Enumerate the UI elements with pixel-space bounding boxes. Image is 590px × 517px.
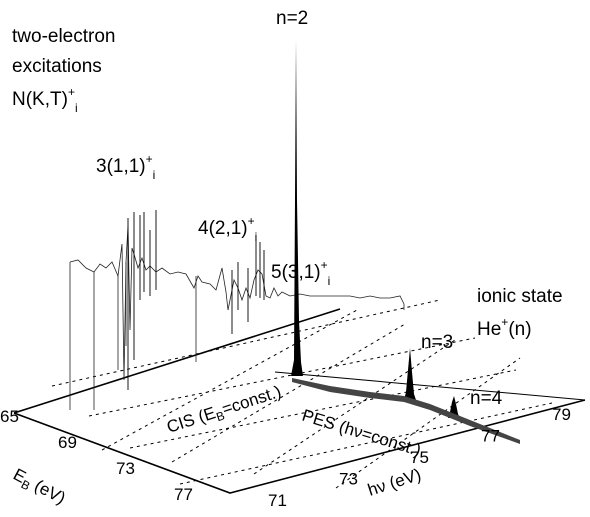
eb-tick-label: 77 [174,485,193,504]
resonance-5-label: 5(3,1)+i [271,258,330,288]
cis-spectrum [69,225,405,410]
annotations: two-electron excitations N(K,T)+i 3(1,1)… [9,8,563,511]
peak-n4-label: n=4 [470,388,503,409]
ionic-state-label: ionic state [477,286,563,307]
resonance-3-label: 3(1,1)+i [96,152,155,182]
eb-axis-ticks: 65 69 73 77 [0,407,193,504]
resonance-lines [127,210,265,390]
hv-tick-label: 75 [410,448,429,467]
floor-grid [51,299,553,489]
eb-tick-label: 73 [116,459,135,478]
hv-tick-label: 79 [552,405,571,424]
hv-axis-ticks: 71 73 75 77 79 [268,405,571,510]
eb-tick-label: 69 [58,433,77,452]
peak-n3-label: n=3 [421,332,453,353]
peak-n3 [404,348,416,400]
pes-tail [292,378,520,444]
hv-tick-label: 73 [339,470,358,489]
peak-n2 [291,40,303,376]
ionic-species-label: He+(n) [477,315,532,340]
peak-n2-label: n=2 [276,8,308,29]
group-label-1: two-electron [12,26,116,47]
group-label-2: excitations [12,56,102,77]
group-label-3: N(K,T)+i [12,85,78,115]
hv-axis-label: hν (eV) [365,465,423,500]
pes-label: PES (hν=const.) [300,406,423,460]
floor-frame [13,308,586,494]
resonance-4-label: 4(2,1)+i [198,214,257,244]
pes-peaks [291,40,520,444]
eb-axis-label: EB (eV) [9,465,69,511]
eb-tick-label: 65 [0,407,19,426]
cis-label: CIS (EB=const.) [164,382,284,440]
hv-tick-label: 77 [481,427,500,446]
hv-tick-label: 71 [268,491,287,510]
